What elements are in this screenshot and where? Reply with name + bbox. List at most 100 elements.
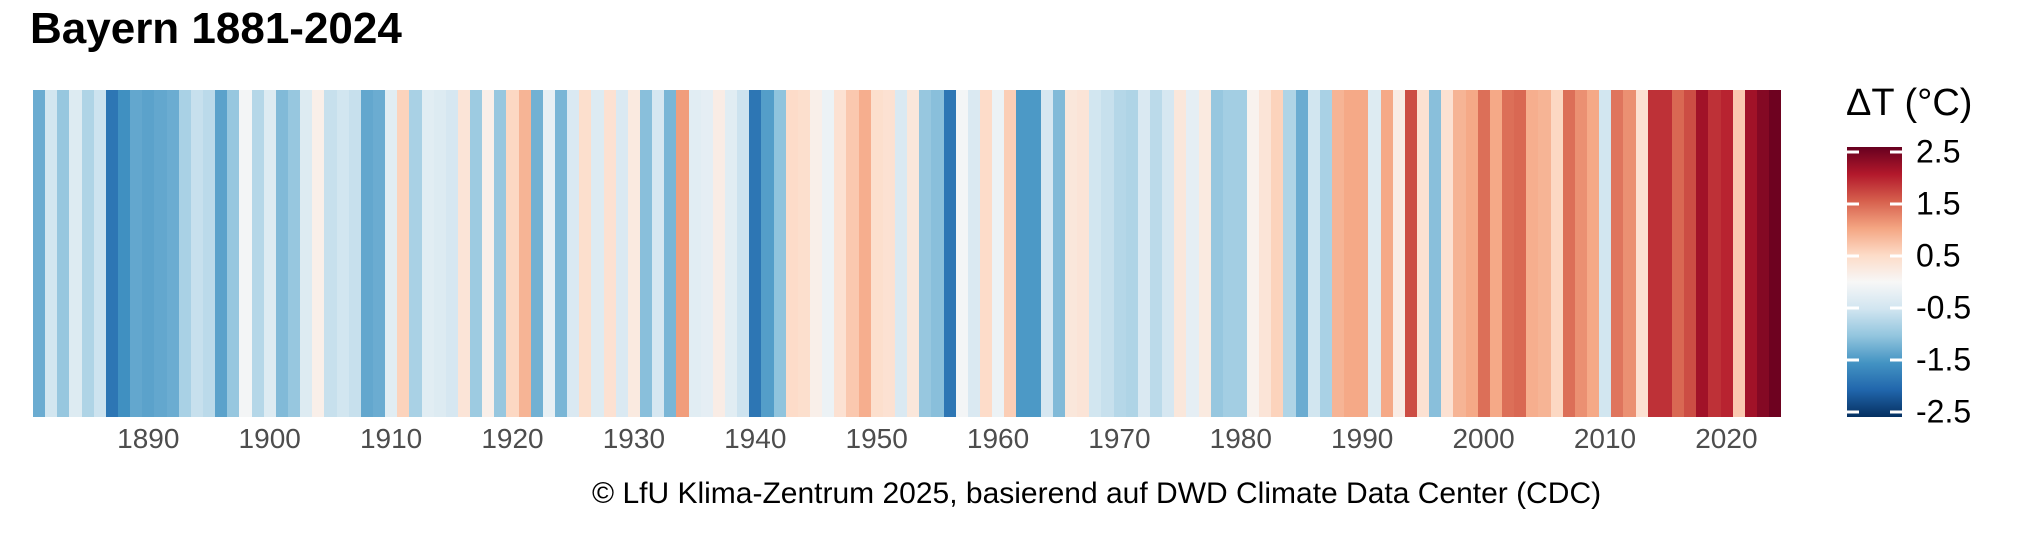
stripe-year-1902 [287, 90, 301, 417]
stripe-year-1984 [1283, 90, 1296, 417]
stripe-year-1989 [1344, 90, 1357, 417]
copyright-caption: © LfU Klima-Zentrum 2025, basierend auf … [592, 477, 1602, 510]
stripe-year-1976 [1186, 90, 1199, 417]
stripe-year-1994 [1404, 90, 1418, 417]
stripe-year-1881 [33, 90, 46, 417]
stripe-year-1962 [1016, 90, 1029, 417]
stripe-year-1931 [640, 90, 653, 417]
stripe-year-2011 [1611, 90, 1624, 417]
stripe-year-1904 [312, 90, 325, 417]
stripe-year-1900 [263, 90, 276, 417]
stripe-year-1999 [1465, 90, 1478, 417]
stripe-year-1997 [1441, 90, 1454, 417]
stripe-year-1937 [712, 90, 726, 417]
stripe-year-1966 [1064, 90, 1078, 417]
stripe-year-1991 [1368, 90, 1381, 417]
page-title: Bayern 1881-2024 [30, 4, 402, 53]
stripe-year-1897 [227, 90, 240, 417]
stripe-year-2006 [1550, 90, 1563, 417]
stripe-year-1924 [555, 90, 568, 417]
stripe-year-1985 [1295, 90, 1308, 417]
x-tick-label-1910: 1910 [359, 423, 423, 454]
stripe-year-1959 [979, 90, 993, 417]
colorbar-tick-label--1.5: -1.5 [1916, 341, 1972, 378]
stripe-year-1940 [749, 90, 762, 417]
x-tick-label-1930: 1930 [602, 423, 666, 454]
stripe-year-1919 [494, 90, 507, 417]
stripe-year-1986 [1307, 90, 1320, 417]
stripe-year-1926 [579, 90, 592, 417]
stripe-year-1914 [433, 90, 446, 417]
stripe-year-1993 [1392, 90, 1405, 417]
x-tick-label-1950: 1950 [845, 423, 908, 454]
stripe-year-1895 [202, 90, 216, 417]
stripe-year-1946 [822, 90, 835, 417]
stripe-year-1883 [57, 90, 70, 417]
stripe-year-1978 [1210, 90, 1223, 417]
colorbar-tick [1847, 410, 1859, 414]
stripe-year-1964 [1040, 90, 1053, 417]
colorbar-tick [1847, 150, 1859, 154]
stripe-year-1884 [69, 90, 82, 417]
x-tick-label-1990: 1990 [1331, 423, 1394, 454]
stripe-year-1934 [676, 90, 689, 417]
x-tick-label-2020: 2020 [1695, 423, 1758, 454]
stripe-year-2019 [1708, 90, 1721, 417]
stripe-year-1886 [93, 90, 106, 417]
stripe-year-1950 [870, 90, 883, 417]
stripe-year-1933 [664, 90, 677, 417]
stripe-year-1947 [834, 90, 847, 417]
stripe-year-1954 [919, 90, 932, 417]
stripe-year-1958 [967, 90, 980, 417]
stripe-year-1907 [348, 90, 361, 417]
stripe-year-1896 [215, 90, 228, 417]
stripe-year-2017 [1684, 90, 1697, 417]
stripe-year-2020 [1720, 90, 1733, 417]
colorbar-tick-label-2.5: 2.5 [1916, 133, 1961, 170]
stripe-year-1988 [1332, 90, 1345, 417]
stripe-year-1944 [797, 90, 810, 417]
stripe-year-1925 [567, 90, 580, 417]
stripe-year-1995 [1417, 90, 1430, 417]
stripe-year-1929 [615, 90, 628, 417]
stripe-year-1915 [445, 90, 458, 417]
stripe-year-2013 [1635, 90, 1648, 417]
stripe-year-1903 [300, 90, 313, 417]
stripe-year-1990 [1356, 90, 1369, 417]
stripe-year-2018 [1696, 90, 1709, 417]
stripe-year-1965 [1052, 90, 1065, 417]
x-tick-label-2010: 2010 [1573, 423, 1637, 454]
x-tick-label-1940: 1940 [724, 423, 787, 454]
stripe-year-1980 [1234, 90, 1248, 417]
colorbar-tick [1890, 358, 1902, 362]
stripe-year-1971 [1125, 90, 1138, 417]
stripe-year-2021 [1732, 90, 1745, 417]
stripe-year-1882 [45, 90, 58, 417]
stripe-year-1893 [178, 90, 191, 417]
stripe-year-1969 [1101, 90, 1114, 417]
stripe-year-1918 [482, 90, 495, 417]
stripe-year-1996 [1429, 90, 1442, 417]
stripe-year-2001 [1489, 90, 1503, 417]
stripe-year-2002 [1502, 90, 1515, 417]
x-axis: 1890 1900 1910 1920 1930 1940 1950 1960 1970 1980… [33, 423, 1781, 457]
stripe-year-1887 [105, 90, 118, 417]
colorbar-tick [1847, 202, 1859, 206]
colorbar-tick [1847, 358, 1859, 362]
stripe-year-1970 [1113, 90, 1126, 417]
stripe-year-1909 [372, 90, 386, 417]
stripe-year-1922 [530, 90, 543, 417]
stripe-year-2012 [1623, 90, 1636, 417]
stripe-year-1961 [1004, 90, 1017, 417]
stripe-year-1972 [1137, 90, 1150, 417]
stripe-year-2023 [1756, 90, 1770, 417]
stripe-year-1899 [251, 90, 264, 417]
stripe-year-1920 [506, 90, 519, 417]
stripe-year-1894 [190, 90, 203, 417]
stripe-year-1901 [275, 90, 288, 417]
stripe-year-1942 [773, 90, 786, 417]
x-tick-label-1920: 1920 [481, 423, 544, 454]
stripe-year-1928 [603, 90, 616, 417]
stripe-year-1938 [725, 90, 738, 417]
stripe-year-1968 [1089, 90, 1102, 417]
